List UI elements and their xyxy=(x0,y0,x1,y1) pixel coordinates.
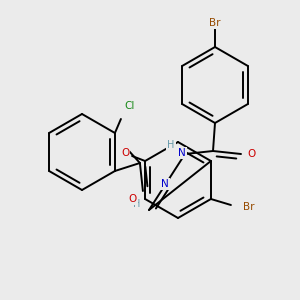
Text: O: O xyxy=(121,148,129,158)
Text: O: O xyxy=(129,194,137,204)
Text: O: O xyxy=(247,149,255,159)
Text: N: N xyxy=(178,148,186,158)
Text: Br: Br xyxy=(209,18,221,28)
Text: Cl: Cl xyxy=(125,101,135,111)
Text: N: N xyxy=(161,179,169,189)
Text: H: H xyxy=(167,140,175,150)
Text: Br: Br xyxy=(243,202,255,212)
Text: H: H xyxy=(133,199,141,209)
